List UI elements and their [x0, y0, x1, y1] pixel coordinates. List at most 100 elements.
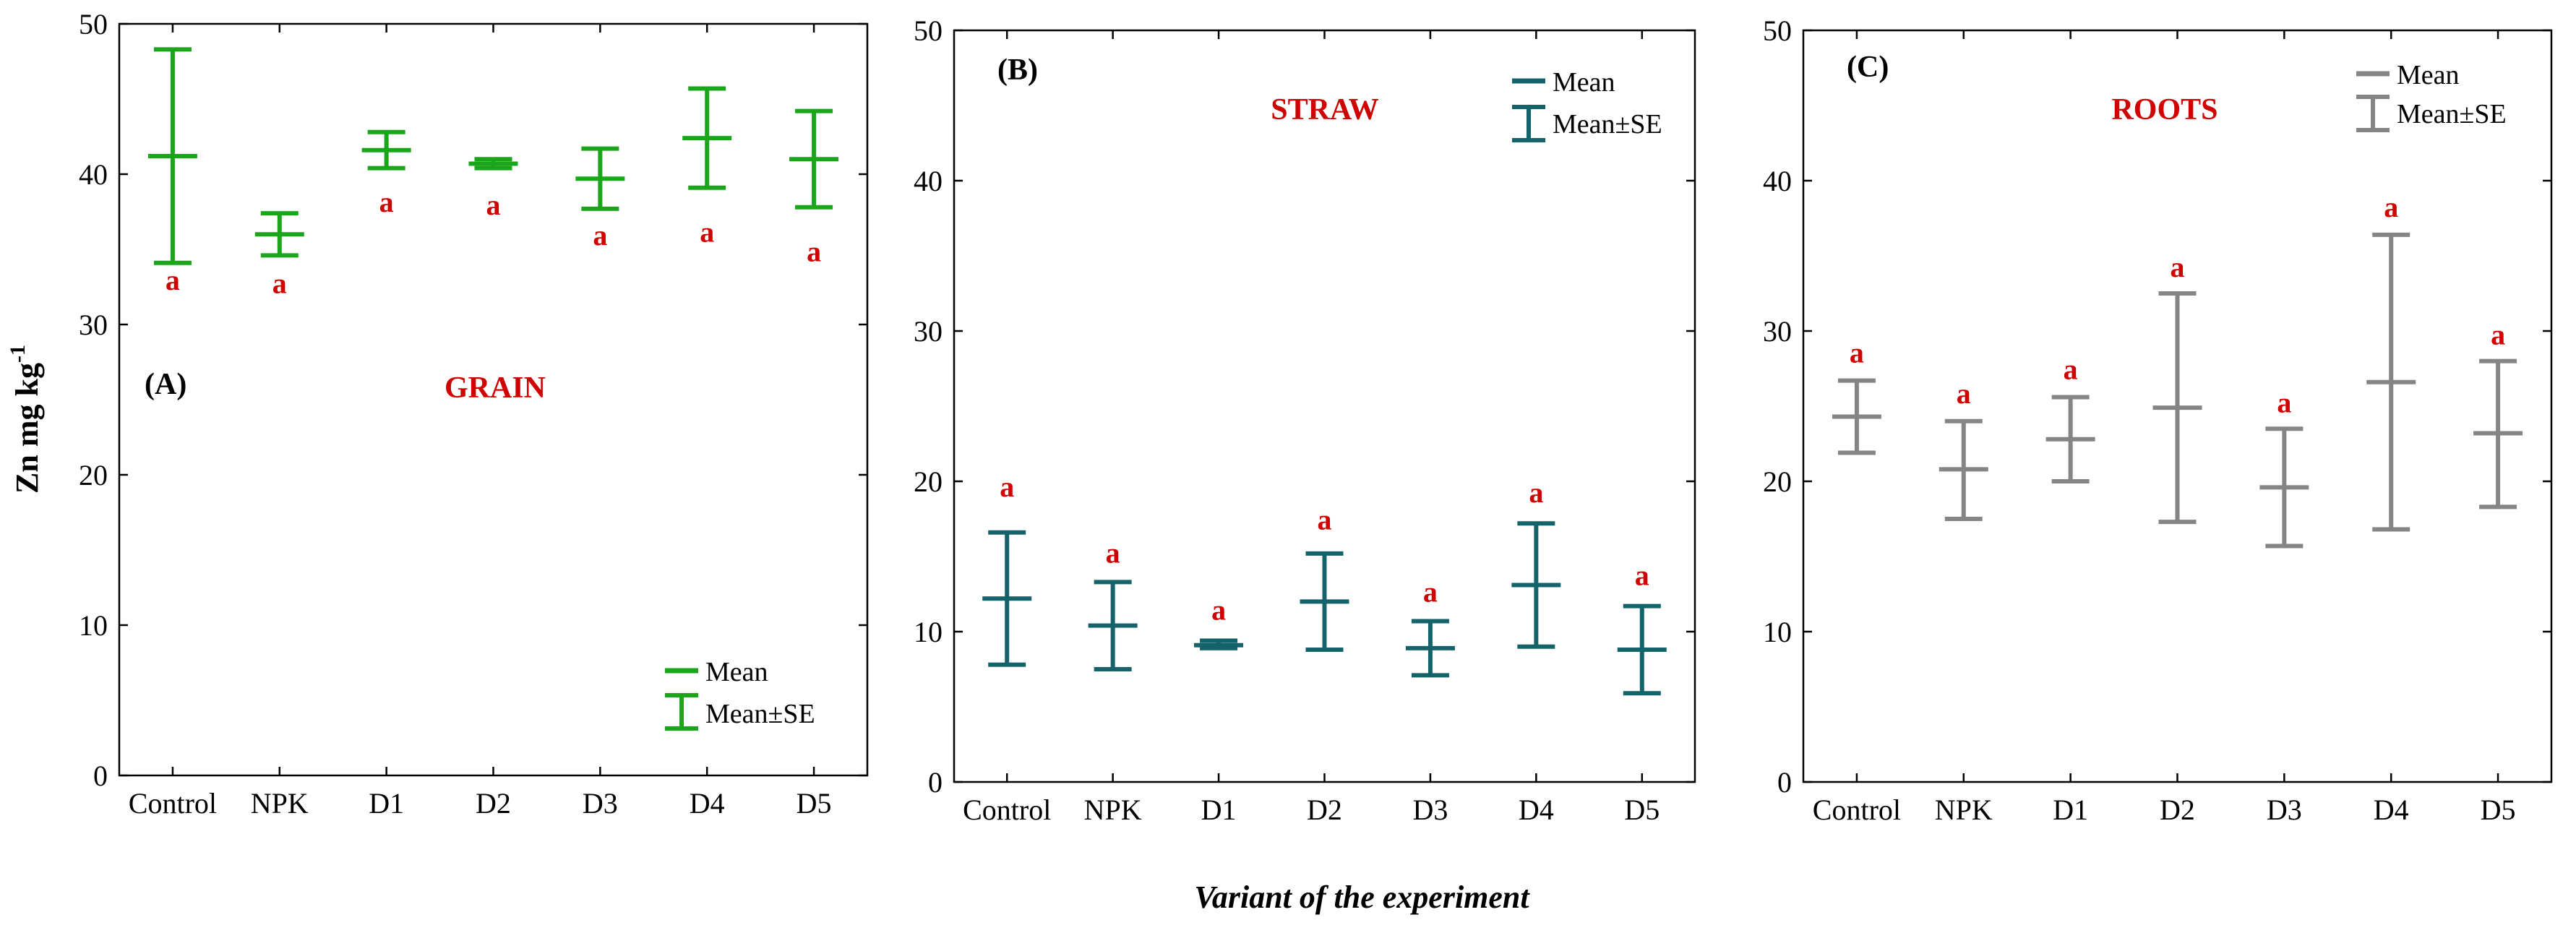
x-axis: Control NPK D1 D2 D3 D4 D5	[129, 24, 832, 820]
x-tick-label: D4	[690, 787, 725, 820]
significance-letter: a	[593, 219, 607, 251]
y-tick-label: 30	[1763, 315, 1792, 348]
legend: Mean Mean±SE	[1512, 67, 1662, 142]
significance-letter: a	[1423, 575, 1438, 608]
error-bars: a a a a a a a	[1832, 191, 2523, 549]
y-axis-label: Zn mg kg-1	[6, 345, 45, 494]
error-bar-d1: a	[1194, 593, 1244, 650]
x-tick-label: NPK	[251, 787, 309, 820]
significance-letter: a	[807, 236, 821, 268]
significance-letter: a	[379, 186, 394, 218]
significance-letter: a	[1211, 593, 1226, 626]
x-tick-label: D1	[369, 787, 404, 820]
error-bar-npk: a	[1088, 536, 1138, 671]
legend-se-label: Mean±SE	[705, 699, 815, 729]
y-tick-label: 50	[1763, 14, 1792, 47]
y-tick-label: 30	[914, 315, 943, 348]
x-tick-label: Control	[1813, 794, 1901, 826]
error-bars: a a a a a a a	[147, 47, 839, 299]
error-bar-d3: a	[1405, 575, 1455, 678]
error-bar-d2: a	[468, 157, 518, 221]
y-tick-label: 0	[928, 766, 943, 799]
error-bars: a a a a a a a	[982, 470, 1667, 696]
x-tick-label: D5	[797, 787, 832, 820]
x-tick-label: D4	[2374, 794, 2409, 826]
error-bar-control: a	[147, 47, 197, 296]
error-bar-d5: a	[789, 108, 839, 268]
x-tick-label: D5	[1624, 794, 1660, 826]
x-axis-label: Variant of the experiment	[1194, 880, 1530, 915]
significance-letter: a	[1850, 337, 1864, 369]
legend-mean-label: Mean	[1553, 67, 1615, 98]
x-tick-label: D5	[2481, 794, 2516, 826]
panel-title: GRAIN	[445, 371, 546, 405]
x-tick-label: NPK	[1084, 794, 1142, 826]
x-tick-label: D2	[1307, 794, 1342, 826]
significance-letter: a	[1318, 504, 1332, 536]
significance-letter: a	[700, 216, 714, 249]
x-tick-label: D4	[1519, 794, 1554, 826]
error-bar-d5: a	[1617, 559, 1667, 696]
y-tick-label: 20	[79, 459, 108, 491]
y-tick-label: 10	[79, 609, 108, 642]
x-tick-label: NPK	[1935, 794, 1993, 826]
y-axis: 0 10 20 30 40 50	[79, 8, 867, 792]
significance-letter: a	[2384, 191, 2398, 223]
y-tick-label: 20	[914, 465, 943, 498]
y-tick-label: 20	[1763, 465, 1792, 498]
panel-label: (C)	[1847, 51, 1889, 84]
legend-se-swatch	[665, 693, 698, 731]
legend-se-label: Mean±SE	[1553, 109, 1662, 139]
y-tick-label: 50	[914, 14, 943, 47]
significance-letter: a	[166, 264, 180, 296]
x-tick-label: D1	[2053, 794, 2088, 826]
significance-letter: a	[486, 189, 501, 221]
significance-letter: a	[1106, 536, 1120, 569]
y-tick-label: 40	[1763, 165, 1792, 197]
error-bar-control: a	[1832, 337, 1881, 455]
error-bar-d3: a	[575, 146, 625, 251]
x-tick-label: D3	[1412, 794, 1448, 826]
significance-letter: a	[2064, 353, 2078, 386]
y-axis: 0 10 20 30 40 50	[914, 14, 1695, 799]
x-tick-label: Control	[963, 794, 1051, 826]
x-axis: Control NPK D1 D2 D3 D4 D5	[963, 30, 1660, 826]
error-bar-npk: a	[254, 211, 304, 299]
y-tick-label: 40	[914, 165, 943, 197]
significance-letter: a	[2171, 251, 2185, 283]
error-bar-d2: a	[1300, 504, 1349, 652]
x-tick-label: D2	[476, 787, 511, 820]
x-tick-label: D3	[583, 787, 618, 820]
significance-letter: a	[2277, 386, 2291, 418]
y-tick-label: 0	[1777, 766, 1792, 799]
x-tick-label: D3	[2267, 794, 2302, 826]
error-bar-d1: a	[2045, 353, 2095, 483]
x-tick-label: D2	[2160, 794, 2195, 826]
error-bar-d3: a	[2259, 386, 2309, 549]
legend: Mean Mean±SE	[665, 657, 815, 731]
significance-letter: a	[1957, 377, 1971, 410]
legend-mean-label: Mean	[2397, 60, 2460, 90]
x-tick-label: Control	[129, 787, 217, 820]
y-axis: 0 10 20 30 40 50	[1763, 14, 2551, 799]
legend-se-swatch	[2356, 95, 2390, 132]
legend: Mean Mean±SE	[2356, 60, 2507, 132]
error-bar-npk: a	[1939, 377, 1988, 521]
error-bar-d4: a	[2366, 191, 2416, 532]
error-bar-d1: a	[361, 129, 411, 218]
error-bar-control: a	[982, 470, 1032, 667]
panel-title: ROOTS	[2111, 93, 2217, 126]
legend-se-swatch	[1512, 105, 1545, 142]
y-tick-label: 10	[914, 616, 943, 648]
panel-title: STRAW	[1271, 93, 1378, 126]
y-tick-label: 0	[93, 760, 108, 792]
error-bar-d4: a	[1511, 476, 1561, 649]
error-bar-d2: a	[2152, 251, 2202, 525]
legend-mean-label: Mean	[705, 657, 768, 687]
y-tick-label: 40	[79, 158, 108, 191]
y-tick-label: 50	[79, 8, 108, 40]
